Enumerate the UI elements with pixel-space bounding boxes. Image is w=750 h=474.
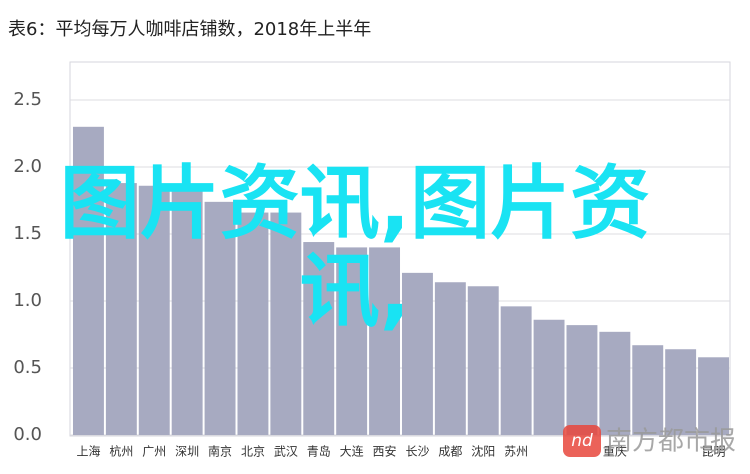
- x-tick-label: 上海: [76, 444, 100, 459]
- y-tick-label: 2.0: [13, 156, 42, 177]
- logo-badge: [563, 425, 601, 457]
- bar: [533, 319, 565, 435]
- x-tick-label: 大连: [340, 444, 364, 459]
- bar: [171, 189, 203, 435]
- plot-frame: [69, 61, 731, 437]
- bar: [303, 242, 335, 435]
- bar: [434, 282, 466, 435]
- bar: [72, 126, 104, 436]
- bar: [500, 306, 532, 435]
- logo-name: 南方都市报: [606, 427, 736, 457]
- x-tick-label: 沈阳: [471, 444, 495, 459]
- x-tick-label: 广州: [142, 445, 166, 459]
- bar: [467, 286, 499, 435]
- x-tick-label: 北京: [241, 445, 265, 459]
- bar: [698, 357, 730, 435]
- x-tick-label: 南京: [208, 444, 232, 459]
- bar: [566, 325, 598, 435]
- x-tick-label: 长沙: [405, 445, 429, 459]
- x-tick-label: 武汉: [274, 445, 298, 459]
- bar: [138, 185, 170, 435]
- x-tick-label: 成都: [438, 445, 462, 459]
- bar: [599, 331, 631, 435]
- bar: [336, 247, 368, 435]
- x-tick-label: 昆明: [702, 445, 726, 459]
- x-tick-label: 重庆: [603, 445, 627, 459]
- bar: [105, 183, 137, 435]
- bar: [204, 201, 236, 435]
- chart-title: 表6：平均每万人咖啡店铺数，2018年上半年: [8, 19, 371, 40]
- bar: [665, 349, 697, 435]
- x-tick-label: 苏州: [504, 445, 528, 459]
- x-tick-label: 青岛: [307, 444, 331, 459]
- y-tick-label: 0.0: [13, 424, 42, 445]
- x-tick-label: 杭州: [109, 444, 133, 459]
- x-tick-label: 西安: [373, 444, 397, 459]
- bar: [401, 272, 433, 435]
- watermark: 图片资讯,图片资讯,: [59, 157, 651, 338]
- bar: [632, 345, 664, 435]
- x-tick-label: 深圳: [175, 445, 199, 459]
- bar: [270, 212, 302, 435]
- bar: [369, 247, 401, 435]
- y-tick-label: 1.5: [13, 223, 42, 244]
- logo-icon: nd: [571, 431, 593, 451]
- y-tick-label: 0.5: [13, 357, 42, 378]
- y-tick-label: 2.5: [13, 89, 42, 110]
- y-tick-label: 1.0: [13, 290, 42, 311]
- bar: [237, 212, 269, 435]
